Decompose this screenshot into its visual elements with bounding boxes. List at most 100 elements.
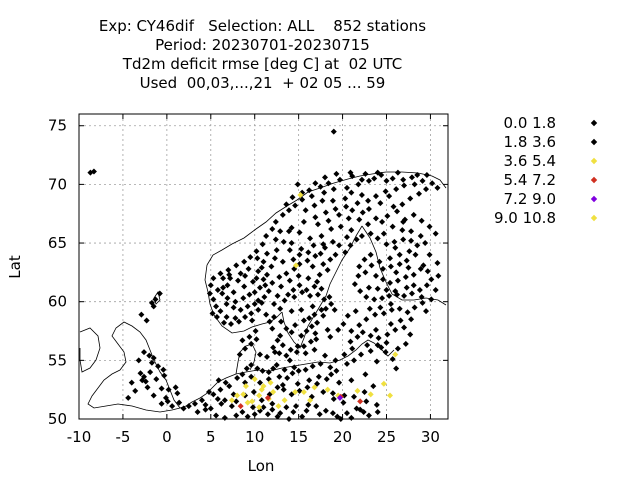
station-marker	[345, 215, 352, 222]
station-marker	[367, 391, 374, 398]
station-marker	[383, 177, 390, 184]
station-marker	[370, 383, 377, 390]
station-marker	[246, 333, 253, 340]
station-marker	[202, 401, 209, 408]
station-marker	[397, 317, 404, 324]
station-marker	[329, 410, 336, 417]
station-marker	[214, 286, 221, 293]
station-marker	[363, 294, 370, 300]
station-marker	[294, 380, 301, 387]
station-marker	[377, 304, 384, 311]
station-marker	[292, 322, 299, 329]
station-marker	[303, 286, 310, 293]
station-marker	[365, 221, 372, 228]
station-marker	[280, 386, 287, 393]
station-marker	[426, 223, 433, 230]
station-marker	[382, 349, 389, 356]
station-marker	[356, 216, 363, 223]
station-marker	[276, 274, 283, 281]
y-tick-label: 55	[48, 351, 67, 369]
chart-title-line-2: Period: 20230701-20230715	[155, 36, 370, 54]
station-marker	[264, 394, 271, 401]
legend-label: 1.8 3.6	[504, 133, 556, 151]
station-marker	[169, 403, 176, 410]
station-marker	[312, 180, 319, 187]
station-marker	[228, 397, 235, 404]
station-marker	[269, 225, 276, 232]
legend-label: 9.0 10.8	[494, 209, 556, 227]
chart-title-line-4: Used 00,03,...,21 + 02 05 ... 59	[139, 74, 386, 92]
station-marker	[355, 272, 362, 279]
station-marker	[298, 332, 305, 339]
chart-title-block: Exp: CY46dif Selection: ALL 852 stations…	[0, 17, 525, 93]
station-marker	[414, 172, 421, 178]
x-axis-label: Lon	[248, 457, 275, 475]
station-marker	[347, 242, 354, 249]
station-marker	[244, 413, 251, 420]
station-marker	[272, 218, 279, 225]
station-marker	[377, 200, 384, 207]
station-marker	[143, 317, 150, 324]
station-marker	[224, 282, 231, 289]
station-marker	[363, 316, 370, 323]
station-marker	[305, 275, 312, 282]
station-marker	[307, 292, 314, 299]
station-marker	[322, 352, 328, 359]
station-marker	[357, 398, 364, 405]
station-marker	[250, 389, 257, 396]
station-marker	[300, 343, 307, 350]
station-marker	[244, 303, 251, 310]
station-marker	[256, 404, 263, 411]
station-marker	[367, 332, 374, 339]
station-marker	[150, 355, 157, 361]
station-marker	[414, 242, 421, 249]
station-marker	[348, 377, 355, 384]
station-marker	[276, 350, 283, 357]
station-marker	[306, 187, 313, 194]
station-marker	[329, 197, 336, 204]
station-marker	[424, 268, 431, 275]
station-marker	[305, 401, 312, 408]
station-marker	[365, 177, 372, 184]
station-marker	[225, 267, 232, 274]
station-marker	[356, 322, 363, 329]
station-marker	[220, 275, 227, 282]
station-marker	[328, 301, 335, 308]
station-marker	[221, 397, 228, 404]
station-marker	[164, 398, 171, 405]
station-marker	[293, 349, 300, 356]
station-marker	[426, 251, 433, 258]
station-marker	[313, 336, 320, 343]
station-marker	[411, 181, 418, 188]
station-marker	[410, 271, 417, 278]
station-marker	[291, 364, 298, 371]
y-tick-label: 60	[48, 293, 67, 311]
station-marker	[314, 221, 321, 228]
station-marker	[392, 244, 399, 251]
station-marker	[387, 320, 394, 327]
station-marker	[172, 384, 179, 391]
station-marker	[219, 290, 226, 297]
legend-label: 7.2 9.0	[504, 190, 556, 208]
station-marker	[396, 261, 403, 268]
station-marker	[400, 176, 407, 183]
station-marker	[367, 251, 374, 258]
station-marker	[299, 413, 306, 420]
station-marker	[323, 376, 330, 383]
station-marker	[322, 305, 329, 312]
station-marker	[336, 176, 343, 183]
station-marker	[363, 398, 370, 405]
station-marker	[359, 209, 366, 216]
station-marker	[279, 381, 286, 388]
station-marker	[135, 357, 142, 364]
station-marker	[249, 317, 256, 324]
station-marker	[320, 389, 327, 396]
station-marker	[262, 282, 269, 289]
station-marker	[296, 387, 303, 394]
station-marker	[239, 371, 246, 378]
station-marker	[353, 236, 360, 243]
station-marker	[138, 311, 145, 318]
station-marker	[402, 340, 409, 347]
station-marker	[315, 373, 322, 380]
station-marker	[274, 413, 281, 420]
